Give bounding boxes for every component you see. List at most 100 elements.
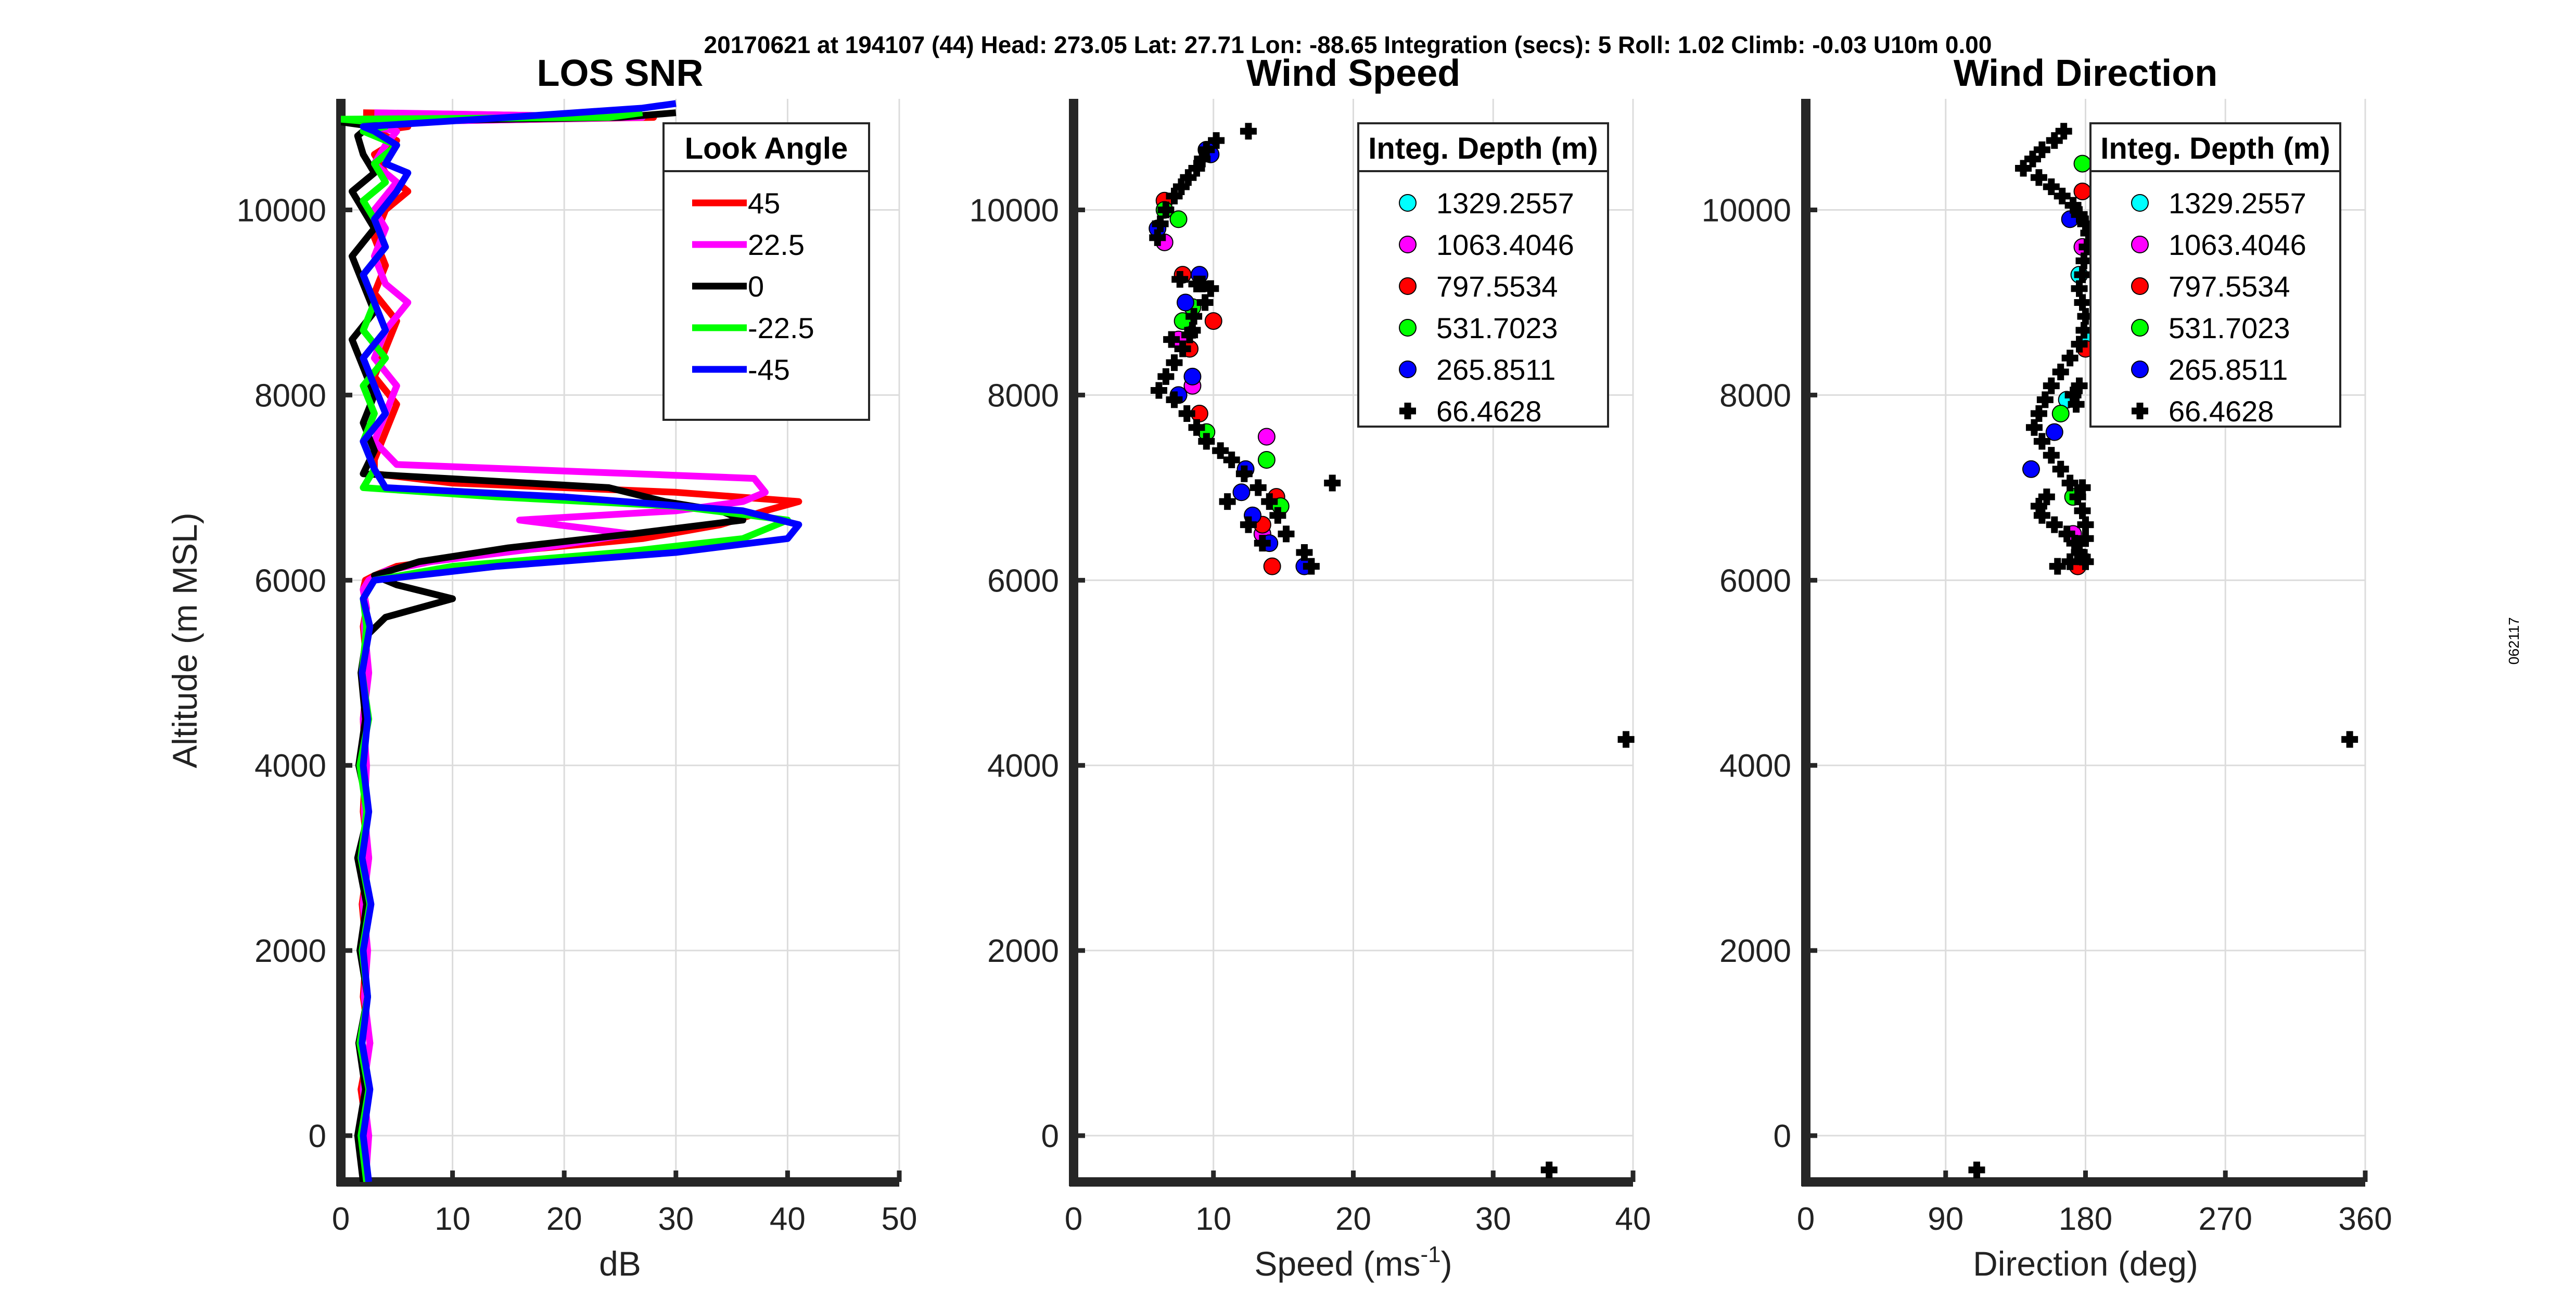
data-point-plus — [1180, 169, 1197, 186]
legend-entry-label: 531.7023 — [2169, 312, 2290, 344]
data-point-circle — [1257, 428, 1276, 446]
data-point-plus — [1157, 201, 1175, 218]
x-tick-label: 20 — [1335, 1201, 1371, 1237]
legend-swatch-circle — [2131, 277, 2149, 295]
x-tick-label: 20 — [546, 1201, 582, 1237]
data-point-plus — [2058, 525, 2075, 543]
data-point-plus — [1240, 516, 1257, 533]
data-point-plus — [1278, 525, 1295, 543]
data-point-plus — [1198, 141, 1215, 158]
data-point-plus — [1269, 507, 1286, 524]
legend-entry-label: 66.4628 — [1436, 395, 1541, 428]
data-point-plus — [2043, 377, 2060, 394]
y-tick-label: 8000 — [987, 378, 1059, 414]
legend-entry-label: 531.7023 — [1436, 312, 1558, 344]
data-point-plus — [1968, 1161, 1985, 1178]
x-tick-label: 0 — [1065, 1201, 1082, 1237]
data-point-plus — [1223, 452, 1240, 468]
data-point-plus — [2046, 132, 2063, 149]
data-point-plus — [1149, 229, 1166, 246]
data-point-plus — [2043, 178, 2060, 196]
y-tick-label: 2000 — [1719, 933, 1791, 969]
data-point-plus — [2064, 387, 2082, 404]
x-tick-label: 0 — [1797, 1201, 1815, 1237]
data-point-plus — [2033, 507, 2050, 524]
x-tick-label: 360 — [2338, 1201, 2392, 1237]
data-point-plus — [1196, 294, 1214, 311]
x-axis-label: dB — [599, 1244, 641, 1283]
data-point-plus — [1178, 405, 1195, 422]
y-tick-label: 0 — [309, 1118, 326, 1154]
data-point-plus — [2054, 187, 2071, 204]
legend-title: Integ. Depth (m) — [1368, 132, 1598, 165]
x-tick-label: 90 — [1928, 1201, 1963, 1237]
data-point-plus — [2077, 553, 2094, 570]
data-point-plus — [1235, 465, 1253, 482]
data-point-plus — [2052, 460, 2069, 478]
legend-entry-label: 797.5534 — [2169, 270, 2290, 303]
legend: Look Angle 45 22.5 0 -22.5 -45 — [662, 122, 870, 421]
data-point-plus — [1184, 321, 1201, 339]
y-tick-label: 0 — [1774, 1118, 1791, 1154]
data-point-circle — [1169, 210, 1188, 228]
data-point-plus — [2055, 123, 2072, 140]
data-point-plus — [2038, 488, 2055, 506]
y-tick-label: 4000 — [254, 748, 326, 784]
y-axis-label: Altitude (m MSL) — [165, 512, 204, 768]
chart-title: Wind Direction — [1954, 53, 2217, 94]
data-point-plus — [2015, 160, 2032, 177]
x-axis-label-main: Speed (ms — [1254, 1244, 1420, 1283]
data-point-plus — [2071, 336, 2088, 353]
side-stamp: 062117 — [2506, 617, 2522, 664]
data-point-plus — [2074, 266, 2091, 284]
data-point-plus — [1240, 123, 1257, 140]
y-tick-label: 6000 — [1719, 563, 1791, 599]
y-tick-label: 10000 — [1702, 193, 1791, 229]
y-tick-label: 10000 — [237, 193, 326, 229]
data-point-plus — [2071, 377, 2088, 394]
data-point-plus — [1194, 275, 1211, 292]
data-layer — [1149, 123, 1635, 1178]
data-point-circle — [1232, 483, 1251, 501]
data-point-plus — [1174, 340, 1191, 357]
data-point-plus — [2033, 141, 2050, 158]
legend-swatch-circle — [1399, 319, 1417, 337]
data-point-plus — [2341, 731, 2358, 748]
data-point-plus — [1163, 331, 1180, 348]
data-point-plus — [2061, 474, 2078, 492]
chart-panel: 0 2000 4000 6000 8000 10000 0 90 180 270 360 Wind D… — [1702, 53, 2392, 1283]
data-point-plus — [1166, 187, 1183, 204]
legend-box — [2089, 122, 2341, 428]
data-point-plus — [2024, 150, 2041, 168]
x-tick-label: 40 — [770, 1201, 806, 1237]
x-tick-label: 180 — [2059, 1201, 2112, 1237]
data-point-plus — [2030, 169, 2047, 186]
x-tick-label: 10 — [1195, 1201, 1231, 1237]
legend-entry-label: -45 — [748, 353, 790, 386]
data-point-plus — [2074, 294, 2091, 311]
data-point-plus — [2074, 502, 2091, 519]
y-tick-label: 8000 — [254, 378, 326, 414]
data-point-circle — [2073, 182, 2092, 200]
legend-entry-label: 265.8511 — [2169, 353, 2288, 386]
y-tick-label: 8000 — [1719, 378, 1791, 414]
data-point-plus — [1172, 178, 1190, 196]
legend: Integ. Depth (m) 1329.2557 1063.4046 797.55… — [2089, 122, 2341, 428]
chart-panel: 0 2000 4000 6000 8000 10000 0 10 20 30 40 50 LOS SNR… — [165, 53, 917, 1283]
y-tick-label: 6000 — [254, 563, 326, 599]
data-point-plus — [2046, 516, 2063, 533]
data-point-circle — [1183, 367, 1202, 385]
data-point-circle — [2073, 155, 2092, 173]
data-point-plus — [1185, 308, 1203, 325]
data-point-plus — [2061, 553, 2078, 570]
data-point-plus — [1198, 433, 1215, 450]
data-point-plus — [2064, 197, 2082, 214]
data-point-plus — [1249, 479, 1267, 496]
legend-title: Look Angle — [685, 132, 848, 165]
data-point-circle — [2022, 460, 2040, 478]
data-point-plus — [2069, 488, 2086, 506]
legend-swatch-circle — [1399, 361, 1417, 378]
data-point-plus — [1188, 160, 1205, 177]
data-point-plus — [1166, 354, 1183, 371]
